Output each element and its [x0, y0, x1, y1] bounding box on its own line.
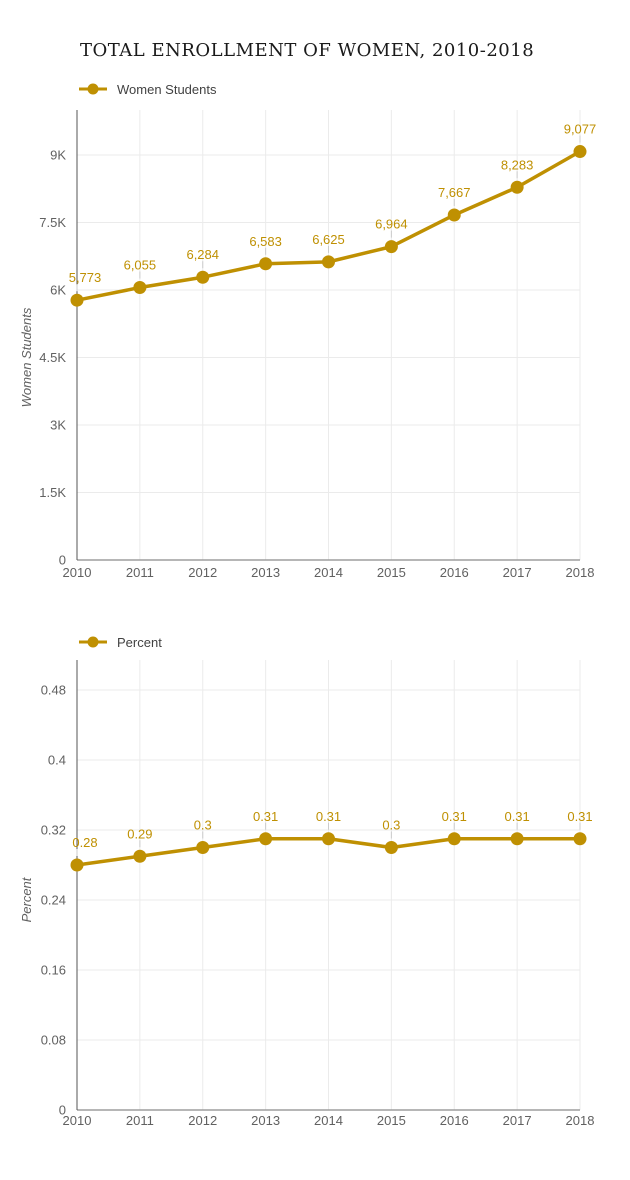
data-point-2016[interactable] [447, 832, 461, 846]
x-tick-label: 2010 [63, 565, 92, 580]
y-tick-label: 0 [59, 553, 66, 568]
data-point-2015[interactable] [384, 841, 398, 854]
y-tick-label: 7.5K [39, 215, 66, 230]
x-tick-label: 2013 [251, 565, 280, 580]
legend-line-marker-icon [78, 635, 108, 649]
y-tick-label: 0.16 [41, 963, 66, 978]
x-tick-label: 2016 [440, 565, 469, 580]
x-tick-label: 2015 [377, 1113, 406, 1128]
x-tick-label: 2014 [314, 565, 343, 580]
y-tick-label: 4.5K [39, 350, 66, 365]
data-point-2016[interactable] [447, 208, 461, 222]
data-point-label: 6,625 [312, 232, 345, 247]
y-axis-title: Percent [19, 876, 34, 922]
y-tick-label: 0.08 [41, 1033, 66, 1048]
data-point-2018[interactable] [573, 832, 587, 846]
data-point-label: 0.31 [567, 809, 592, 824]
y-tick-label: 9K [50, 148, 66, 163]
data-point-2011[interactable] [133, 281, 147, 295]
data-point-2015[interactable] [384, 240, 398, 254]
data-point-2010[interactable] [70, 293, 84, 307]
y-tick-label: 0 [59, 1103, 66, 1118]
data-point-label: 0.31 [504, 809, 529, 824]
data-point-2014[interactable] [322, 832, 335, 846]
data-point-label: 6,055 [124, 258, 157, 273]
data-point-label: 0.31 [253, 809, 278, 824]
data-point-label: 8,283 [501, 157, 534, 172]
data-point-label: 0.31 [442, 809, 467, 824]
data-point-label: 0.28 [72, 835, 97, 850]
data-point-2012[interactable] [196, 841, 210, 854]
y-axis-title: Women Students [19, 307, 34, 407]
data-point-label: 0.29 [127, 826, 152, 841]
x-tick-label: 2015 [377, 565, 406, 580]
women-students-line-chart: 0 1.5K 3K 4.5K 6K 7.5K 9K 2010 2011 2012 2013 2014 2… [19, 110, 597, 580]
y-tick-label: 0.24 [41, 893, 66, 908]
y-tick-label: 1.5K [39, 485, 66, 500]
y-tick-label: 6K [50, 283, 66, 298]
data-point-2014[interactable] [322, 255, 335, 269]
x-tick-label: 2018 [566, 565, 595, 580]
data-point-2010[interactable] [70, 858, 84, 872]
data-point-2017[interactable] [510, 180, 524, 194]
y-tick-label: 0.4 [48, 753, 66, 768]
data-point-2017[interactable] [510, 832, 524, 846]
data-point-label: 9,077 [564, 122, 597, 137]
data-point-label: 5,773 [69, 270, 102, 285]
legend-label-percent: Percent [117, 634, 162, 650]
percent-line-chart: 0 0.08 0.16 0.24 0.32 0.4 0.48 2010 2011 2012 2013… [19, 660, 595, 1128]
page-title: TOTAL ENROLLMENT OF WOMEN, 2010-2018 [80, 40, 535, 61]
data-point-2012[interactable] [196, 270, 210, 284]
x-tick-label: 2017 [503, 565, 532, 580]
data-point-label: 0.3 [194, 818, 212, 833]
data-point-2013[interactable] [259, 832, 273, 846]
data-point-label: 6,964 [375, 217, 408, 232]
x-tick-label: 2011 [126, 1113, 154, 1128]
legend-line-marker-icon [78, 82, 108, 96]
legend-percent: Percent [78, 634, 162, 650]
legend-label-women-students: Women Students [117, 81, 217, 97]
x-tick-label: 2014 [314, 1113, 343, 1128]
x-tick-label: 2010 [63, 1113, 92, 1128]
data-point-2011[interactable] [133, 849, 147, 863]
x-tick-label: 2017 [503, 1113, 532, 1128]
legend-women-students: Women Students [78, 81, 216, 97]
x-tick-label: 2018 [566, 1113, 595, 1128]
x-tick-label: 2016 [440, 1113, 469, 1128]
x-tick-label: 2012 [188, 1113, 217, 1128]
y-tick-label: 3K [50, 418, 66, 433]
y-tick-label: 0.48 [41, 683, 66, 698]
data-point-label: 6,284 [186, 247, 219, 262]
data-point-2013[interactable] [259, 257, 273, 271]
data-point-label: 0.3 [382, 818, 400, 833]
data-point-label: 0.31 [316, 809, 341, 824]
x-tick-label: 2011 [126, 565, 154, 580]
x-tick-label: 2013 [251, 1113, 280, 1128]
x-tick-label: 2012 [188, 565, 217, 580]
data-point-label: 7,667 [438, 185, 471, 200]
y-tick-label: 0.32 [41, 823, 66, 838]
data-point-label: 6,583 [249, 234, 282, 249]
data-point-2018[interactable] [573, 145, 587, 159]
